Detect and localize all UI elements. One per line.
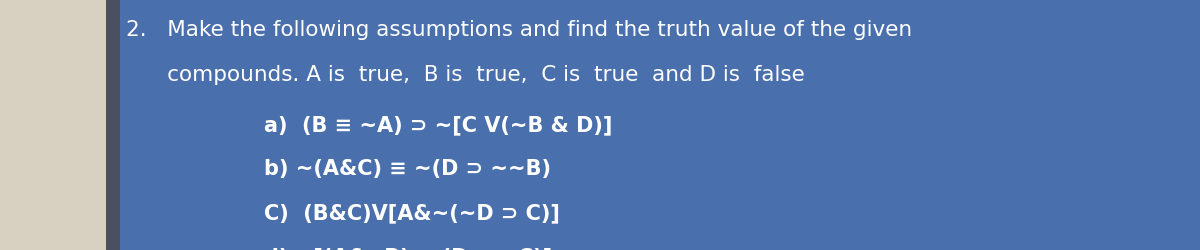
Bar (106, 0, 120, 250)
Bar (0, 0, 106, 250)
Text: 2.   Make the following assumptions and find the truth value of the given: 2. Make the following assumptions and fi… (126, 20, 912, 40)
Text: d) ~[(A&~B) ≡ (D ⊃ ~C)]: d) ~[(A&~B) ≡ (D ⊃ ~C)] (264, 246, 552, 250)
Text: a)  (B ≡ ~A) ⊃ ~[C V(~B & D)]: a) (B ≡ ~A) ⊃ ~[C V(~B & D)] (264, 115, 612, 135)
Text: C)  (B&C)V[A&~(~D ⊃ C)]: C) (B&C)V[A&~(~D ⊃ C)] (264, 202, 560, 222)
Text: b) ~(A&C) ≡ ~(D ⊃ ~~B): b) ~(A&C) ≡ ~(D ⊃ ~~B) (264, 159, 551, 179)
Text: compounds. A is  true,  B is  true,  C is  true  and D is  false: compounds. A is true, B is true, C is tr… (126, 65, 805, 85)
